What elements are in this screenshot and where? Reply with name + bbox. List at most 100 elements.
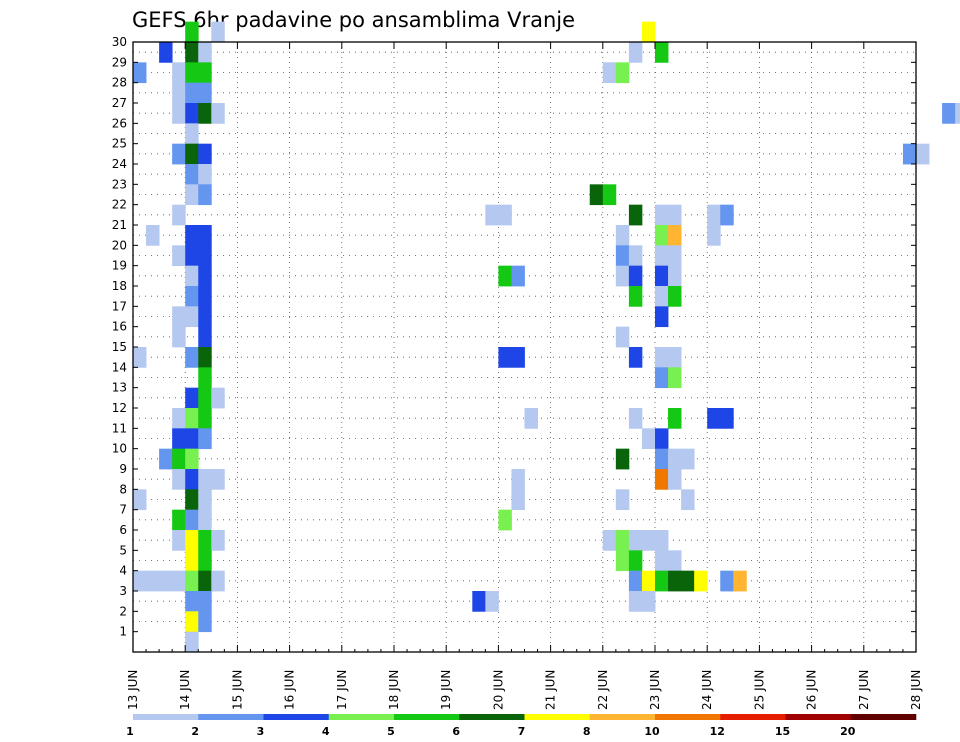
- heatmap-cell: [185, 347, 199, 368]
- legend-color-swatch: [328, 714, 395, 720]
- heatmap-cell: [668, 408, 682, 429]
- legend-color-swatch: [459, 714, 525, 720]
- heatmap-cell: [720, 204, 734, 226]
- heatmap-cell: [159, 448, 173, 470]
- heatmap-cell: [185, 82, 199, 104]
- x-tick-label: 27 JUN: [857, 670, 871, 710]
- y-tick-label: 27: [112, 96, 127, 110]
- heatmap-cell: [211, 469, 225, 490]
- x-tick-label: 19 JUN: [439, 670, 453, 710]
- y-tick-label: 25: [112, 137, 127, 151]
- x-tick-label: 22 JUN: [596, 670, 610, 710]
- heatmap-cell: [198, 591, 212, 612]
- heatmap-cell: [133, 489, 147, 511]
- x-tick-label: 13 JUN: [126, 670, 140, 710]
- x-tick-label: 16 JUN: [283, 670, 297, 710]
- y-tick-label: 3: [119, 584, 127, 598]
- heatmap-cell: [185, 550, 199, 572]
- heatmap-cell: [172, 306, 186, 328]
- heatmap-cell: [641, 428, 656, 450]
- heatmap-cell: [198, 428, 212, 450]
- legend-label: 5: [387, 725, 395, 738]
- heatmap-cell: [615, 62, 630, 84]
- heatmap-cell: [159, 42, 173, 63]
- legend-color-swatch: [589, 714, 656, 720]
- heatmap-cell: [602, 530, 617, 551]
- heatmap-cell: [485, 591, 499, 612]
- heatmap-cell: [641, 21, 656, 43]
- heatmap-cell: [185, 387, 199, 409]
- heatmap-cell: [185, 306, 199, 328]
- heatmap-cell: [198, 408, 212, 429]
- legend-label: 2: [191, 725, 199, 738]
- heatmap-cell: [641, 570, 656, 592]
- heatmap-cell: [198, 265, 212, 287]
- heatmap-cell: [198, 143, 212, 165]
- x-tick-label: 24 JUN: [700, 670, 714, 710]
- heatmap-cell: [198, 245, 212, 267]
- heatmap-cell: [707, 225, 721, 246]
- heatmap-cell: [172, 204, 186, 226]
- heatmap-cell: [185, 184, 199, 206]
- heatmap-cell: [185, 570, 199, 592]
- heatmap-cell: [185, 21, 199, 43]
- heatmap-cell: [498, 265, 512, 287]
- heatmap-cell: [628, 42, 643, 63]
- heatmap-cell: [133, 570, 147, 592]
- heatmap-cell: [198, 306, 212, 328]
- y-tick-label: 4: [119, 564, 127, 578]
- heatmap-cell: [485, 204, 499, 226]
- heatmap-cell: [615, 550, 630, 572]
- heatmap-cell: [211, 21, 225, 43]
- heatmap-cell: [185, 611, 199, 633]
- x-tick-label: 21 JUN: [544, 670, 558, 710]
- heatmap-cell: [185, 62, 199, 84]
- heatmap-cell: [628, 347, 643, 368]
- heatmap-cell: [198, 387, 212, 409]
- heatmap-cell: [198, 530, 212, 551]
- x-tick-label: 28 JUN: [909, 670, 923, 710]
- heatmap-cell: [733, 570, 747, 592]
- heatmap-cell: [511, 265, 525, 287]
- heatmap-cell: [185, 489, 199, 511]
- x-tick-label: 18 JUN: [387, 670, 401, 710]
- heatmap-cell: [707, 204, 721, 226]
- y-tick-label: 7: [119, 503, 127, 517]
- heatmap-cell: [942, 103, 956, 124]
- heatmap-cell: [198, 62, 212, 84]
- heatmap-cell: [185, 103, 199, 124]
- heatmap-cell: [146, 225, 160, 246]
- heatmap-cell: [668, 469, 682, 490]
- heatmap-cell: [681, 489, 695, 511]
- legend-label: 7: [518, 725, 526, 738]
- heatmap-cell: [681, 570, 695, 592]
- x-tick-label: 17 JUN: [335, 670, 349, 710]
- heatmap-cell: [641, 591, 656, 612]
- heatmap-cell: [185, 408, 199, 429]
- heatmap-cell: [668, 448, 682, 470]
- heatmap-cell: [668, 367, 682, 389]
- heatmap-cell: [172, 448, 186, 470]
- heatmap-cell: [185, 225, 199, 246]
- heatmap-cell: [185, 448, 199, 470]
- y-tick-label: 24: [112, 157, 127, 171]
- y-tick-label: 12: [112, 401, 127, 415]
- heatmap-cell: [198, 82, 212, 104]
- heatmap-cell: [902, 143, 917, 165]
- heatmap-cell: [472, 591, 486, 612]
- heatmap-cell: [172, 82, 186, 104]
- heatmap-cell: [511, 469, 525, 490]
- heatmap-cell: [185, 42, 199, 63]
- legend-color-swatch: [524, 714, 591, 720]
- heatmap-cell: [694, 570, 708, 592]
- y-tick-label: 11: [112, 421, 127, 435]
- heatmap-cell: [655, 367, 669, 389]
- y-tick-label: 13: [112, 381, 127, 395]
- heatmap-cell: [159, 570, 173, 592]
- heatmap-cell: [185, 245, 199, 267]
- heatmap-cell: [198, 611, 212, 633]
- heatmap-cell: [668, 245, 682, 267]
- heatmap-cell: [211, 530, 225, 551]
- heatmap-cell: [524, 408, 538, 429]
- heatmap-cell: [198, 347, 212, 368]
